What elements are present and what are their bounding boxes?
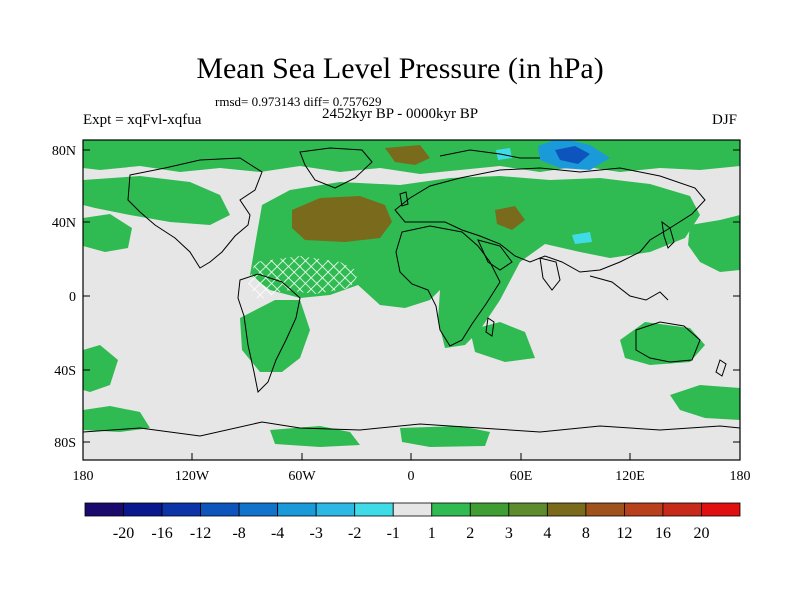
lon-label-120w: 120W bbox=[175, 469, 210, 484]
contour-region-asia-brown bbox=[495, 206, 525, 230]
colorbar-swatch-6 bbox=[315, 502, 356, 517]
contour-region-pacific-east bbox=[688, 215, 740, 272]
contour-region-antarctic bbox=[270, 426, 360, 447]
lon-label-180w: 180 bbox=[73, 469, 94, 484]
lat-label-0: 0 bbox=[69, 290, 76, 305]
lat-label-40n: 40N bbox=[52, 216, 76, 231]
contour-region-arctic-cyan bbox=[496, 148, 512, 160]
contour-region-tibet-cyan bbox=[572, 232, 592, 244]
coast-arabia bbox=[477, 239, 513, 271]
colorbar-swatch-11 bbox=[508, 502, 548, 517]
contour-region-siberia-darkblue bbox=[555, 146, 590, 164]
coast-greenland bbox=[299, 147, 373, 189]
colorbar-swatch-16 bbox=[701, 502, 741, 517]
colorbar-swatch-13 bbox=[585, 502, 625, 517]
colorbar-swatch-12 bbox=[546, 502, 587, 517]
colorbar-swatch-7 bbox=[354, 502, 394, 517]
map-title: Mean Sea Level Pressure (in hPa) bbox=[196, 52, 604, 85]
lat-label-40s: 40S bbox=[54, 364, 76, 379]
colorbar-label-15: 20 bbox=[693, 525, 709, 542]
coast-nz bbox=[715, 359, 727, 377]
season-label: DJF bbox=[712, 112, 738, 128]
colorbar-label-5: -3 bbox=[310, 525, 323, 542]
coast-madagascar bbox=[485, 317, 495, 337]
colorbar-label-10: 3 bbox=[505, 525, 513, 542]
colorbar-swatch-8 bbox=[392, 502, 433, 517]
lat-label-80n: 80N bbox=[52, 144, 76, 159]
colorbar-label-4: -4 bbox=[271, 525, 284, 542]
colorbar-swatch-2 bbox=[161, 502, 201, 517]
colorbar-label-8: 1 bbox=[428, 525, 436, 542]
contour-region-southern-ocean-west bbox=[83, 406, 150, 432]
colorbar-swatch-3 bbox=[200, 502, 240, 517]
colorbar-swatch-10 bbox=[469, 502, 510, 517]
colorbar-label-11: 4 bbox=[543, 525, 551, 542]
colorbar-swatch-14 bbox=[624, 502, 664, 517]
time-period-label: 2452kyr BP - 0000kyr BP bbox=[322, 106, 479, 122]
contour-region-australia bbox=[620, 322, 705, 365]
coast-japan bbox=[661, 220, 675, 249]
lon-label-60e: 60E bbox=[510, 469, 533, 484]
lon-ticks bbox=[82, 453, 741, 460]
lon-label-180e: 180 bbox=[730, 469, 751, 484]
lon-label-0: 0 bbox=[408, 469, 415, 484]
colorbar-label-7: -1 bbox=[387, 525, 400, 542]
coast-europe-asia bbox=[394, 167, 706, 273]
colorbar-label-1: -16 bbox=[151, 525, 172, 542]
colorbar-swatch-0 bbox=[84, 502, 124, 517]
contour-region-na bbox=[83, 176, 230, 225]
coast-uk bbox=[399, 191, 409, 207]
contour-region-spac-west bbox=[83, 345, 118, 392]
colorbar-swatch-4 bbox=[238, 502, 279, 517]
colorbar-label-2: -12 bbox=[190, 525, 211, 542]
contour-region-npac-west bbox=[83, 214, 132, 252]
coast-antarctica bbox=[83, 421, 740, 437]
contour-region-southern-ocean-east bbox=[670, 385, 740, 420]
contour-region-south-america bbox=[240, 300, 310, 372]
contour-region-antarctic-east bbox=[400, 426, 490, 447]
colorbar-label-6: -2 bbox=[348, 525, 361, 542]
contour-region-arctic-brown bbox=[385, 145, 430, 165]
rmsd-diff-stats: rmsd= 0.973143 diff= 0.757629 bbox=[215, 94, 382, 109]
coast-australia bbox=[635, 321, 701, 363]
colorbar-label-13: 12 bbox=[616, 525, 632, 542]
contour-fill-layer bbox=[83, 140, 740, 447]
hatched-significance-region bbox=[248, 256, 360, 300]
lat-label-80s: 80S bbox=[54, 436, 76, 451]
colorbar-label-9: 2 bbox=[466, 525, 474, 542]
coast-africa bbox=[395, 225, 501, 347]
colorbar-label-12: 8 bbox=[582, 525, 590, 542]
coast-arctic-islands bbox=[439, 149, 540, 159]
colorbar-swatch-1 bbox=[123, 502, 163, 517]
coast-south-america bbox=[237, 273, 301, 394]
coast-india bbox=[539, 257, 561, 291]
colorbar-label-3: -8 bbox=[232, 525, 245, 542]
coastlines bbox=[83, 147, 740, 437]
colorbar: -20 -16 -12 -8 -4 -3 -2 -1 1 2 3 4 8 12 16 20 bbox=[84, 502, 741, 542]
contour-region-atlantic-brown bbox=[292, 196, 392, 242]
lon-label-120e: 120E bbox=[615, 469, 645, 484]
colorbar-swatch-5 bbox=[277, 502, 317, 517]
colorbar-swatch-15 bbox=[662, 502, 702, 517]
coast-se-asia bbox=[589, 275, 669, 301]
experiment-label: Expt = xqFvl-xqfua bbox=[83, 112, 202, 128]
colorbar-label-14: 16 bbox=[655, 525, 671, 542]
coast-north-america bbox=[127, 157, 263, 269]
lon-label-60w: 60W bbox=[288, 469, 316, 484]
colorbar-label-0: -20 bbox=[113, 525, 134, 542]
lat-ticks bbox=[83, 149, 740, 443]
colorbar-swatch-9 bbox=[431, 502, 471, 517]
